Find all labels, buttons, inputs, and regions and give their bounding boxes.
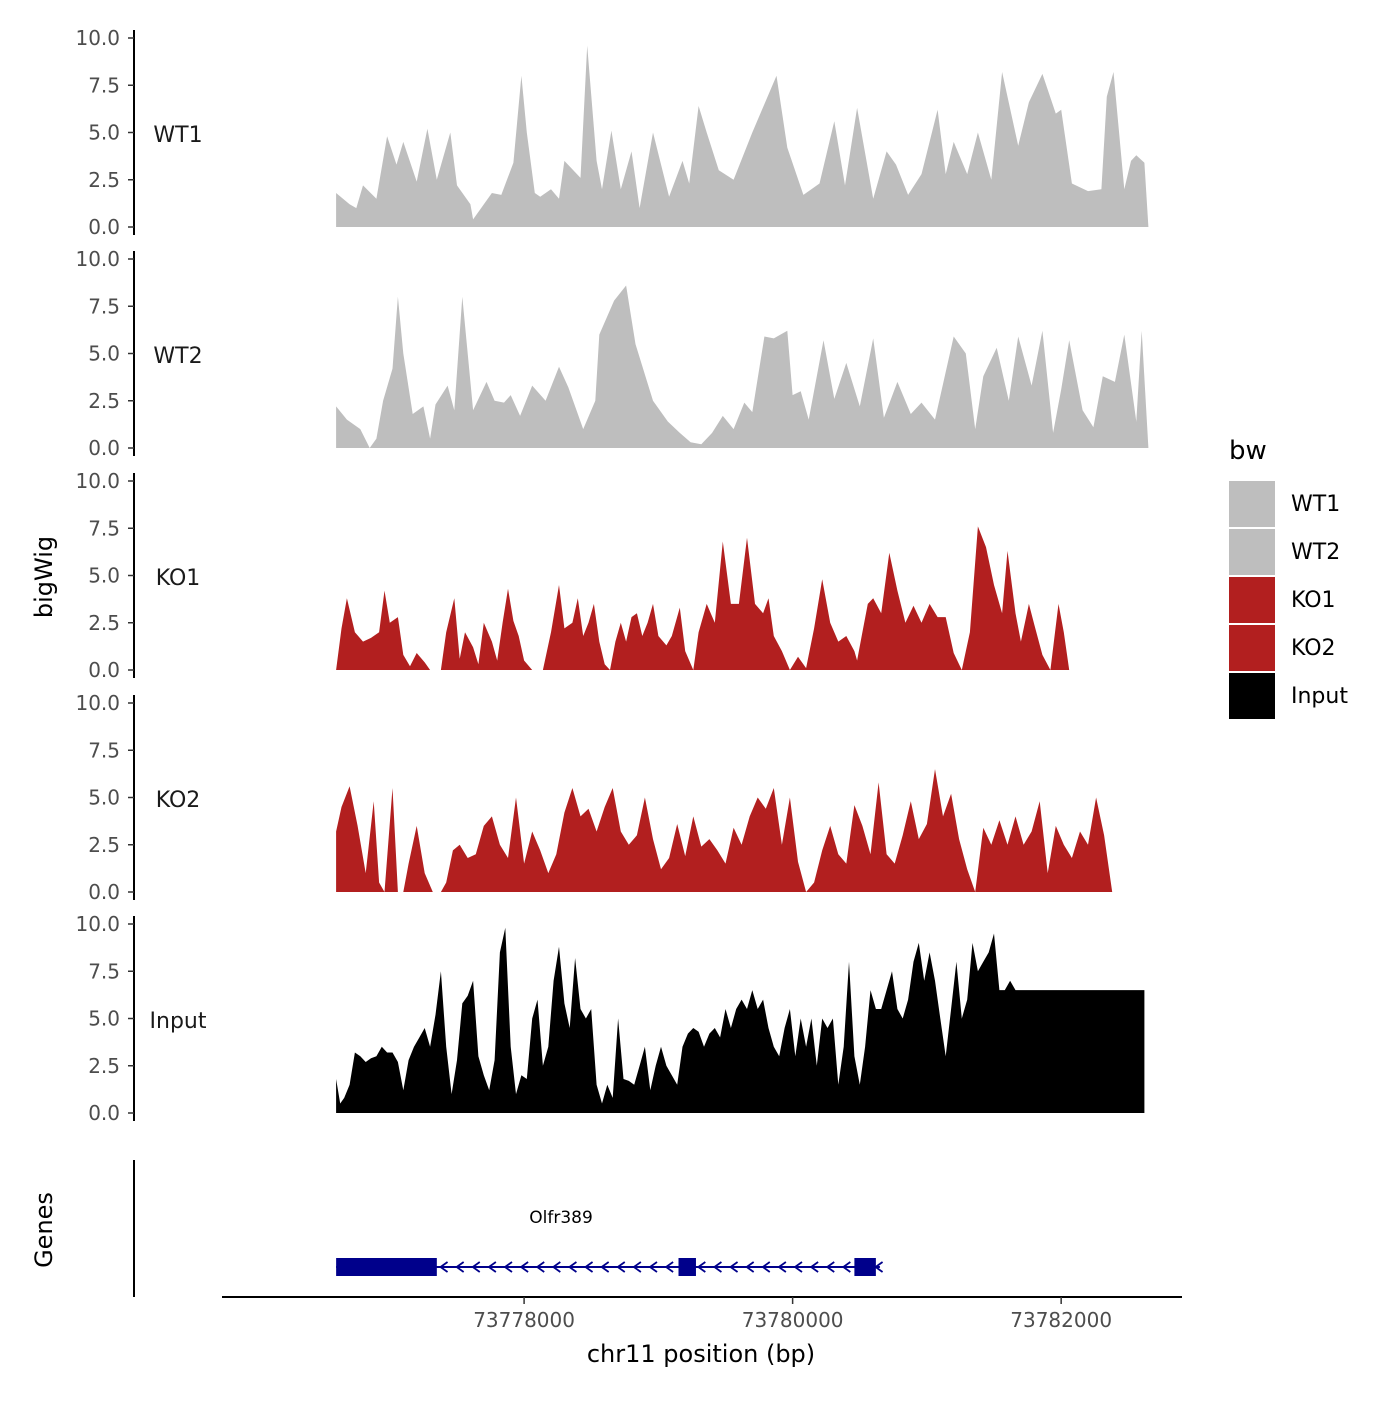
y-tick-label: 7.5	[88, 294, 120, 318]
y-tick-label: 2.5	[88, 389, 120, 413]
strand-arrow	[616, 1261, 626, 1273]
strand-arrow	[809, 1261, 819, 1273]
coverage-area-ko1	[336, 526, 1150, 670]
strand-arrow	[551, 1261, 561, 1273]
y-tick-label: 5.0	[88, 1007, 120, 1031]
y-tick-label: 5.0	[88, 564, 120, 588]
strand-arrow	[841, 1261, 851, 1273]
y-axis-title: bigWig	[30, 536, 58, 618]
track-label-wt2: WT2	[153, 344, 202, 369]
track-label-wt1: WT1	[153, 123, 202, 148]
strand-arrow	[729, 1261, 739, 1273]
y-tick-label: 0.0	[88, 436, 120, 460]
legend-swatch-wt2	[1229, 529, 1275, 575]
strand-arrow	[438, 1261, 449, 1273]
strand-arrow	[600, 1261, 610, 1273]
track-label-ko1: KO1	[156, 566, 201, 591]
y-tick-label: 7.5	[88, 516, 120, 540]
strand-arrow	[503, 1261, 513, 1273]
track-label-input: Input	[150, 1009, 207, 1034]
strand-arrow	[696, 1261, 706, 1273]
coverage-area-wt1	[336, 45, 1149, 227]
strand-arrow	[745, 1261, 755, 1273]
strand-arrow	[712, 1261, 722, 1273]
strand-arrow	[455, 1261, 465, 1273]
coverage-area-input	[336, 927, 1145, 1113]
coverage-area-ko2	[336, 769, 1150, 892]
x-ticks: 73778000 73780000 73782000	[473, 1297, 1112, 1332]
y-tick-label: 0.0	[88, 1101, 120, 1125]
legend: bw WT1 WT2 KO1 KO2 Input	[1229, 436, 1348, 719]
gene-model	[336, 1258, 884, 1276]
y-tick-label: 5.0	[88, 342, 120, 366]
x-tick-label: 73782000	[1010, 1308, 1112, 1332]
strand-arrow	[535, 1261, 545, 1273]
strand-arrow	[777, 1261, 787, 1273]
gene-exon	[854, 1258, 876, 1276]
legend-swatch-wt1	[1229, 481, 1275, 527]
gene-name-label: Olfr389	[529, 1208, 593, 1228]
x-axis-title: chr11 position (bp)	[587, 1340, 815, 1368]
y-tick-label: 7.5	[88, 738, 120, 762]
y-tick-label: 5.0	[88, 786, 120, 810]
y-tick-label: 10.0	[75, 469, 120, 493]
y-tick-label: 2.5	[88, 611, 120, 635]
y-tick-label: 7.5	[88, 959, 120, 983]
strand-arrow	[761, 1261, 771, 1273]
strand-arrow	[519, 1261, 529, 1273]
legend-title: bw	[1229, 436, 1267, 466]
y-tick-label: 10.0	[75, 912, 120, 936]
legend-swatch-ko1	[1229, 577, 1275, 623]
strand-arrow	[583, 1261, 594, 1273]
legend-swatch-ko2	[1229, 625, 1275, 671]
legend-label-ko1: KO1	[1291, 588, 1336, 613]
strand-arrow	[825, 1261, 835, 1273]
legend-label-wt2: WT2	[1291, 540, 1340, 565]
coverage-area-wt2	[336, 285, 1149, 448]
strand-arrow	[664, 1261, 674, 1273]
track-panels: 0.02.55.07.510.0WT10.02.55.07.510.0WT20.…	[75, 26, 1150, 1125]
y-tick-label: 10.0	[75, 247, 120, 271]
track-panel-ko2: 0.0 2.5 5.0 7.5 10.0 KO2	[75, 691, 1150, 904]
y-tick-label: 2.5	[88, 833, 120, 857]
gene-panel: Genes Olfr389	[30, 1160, 884, 1297]
strand-arrow	[567, 1261, 577, 1273]
y-tick-label: 5.0	[88, 121, 120, 145]
y-tick-label: 2.5	[88, 1054, 120, 1078]
strand-arrow	[793, 1261, 803, 1273]
strand-arrow	[471, 1261, 481, 1273]
genes-axis-title: Genes	[30, 1192, 58, 1268]
strand-arrow	[487, 1261, 497, 1273]
strand-arrow	[632, 1261, 642, 1273]
track-panel-ko1: 0.0 2.5 5.0 7.5 10.0 KO1	[75, 469, 1150, 682]
track-panel-wt2: 0.0 2.5 5.0 7.5 10.0 WT2	[75, 247, 1149, 460]
y-tick-label: 10.0	[75, 26, 120, 50]
legend-label-input: Input	[1291, 684, 1348, 709]
x-axis: 73778000 73780000 73782000 chr11 position …	[222, 1296, 1182, 1368]
legend-label-ko2: KO2	[1291, 636, 1336, 661]
track-label-ko2: KO2	[156, 788, 201, 813]
y-tick-label: 10.0	[75, 691, 120, 715]
y-tick-label: 2.5	[88, 168, 120, 192]
gene-exon	[678, 1258, 696, 1276]
track-panel-input: 0.0 2.5 5.0 7.5 10.0 Input	[75, 912, 1145, 1125]
x-tick-label: 73778000	[473, 1308, 575, 1332]
x-tick-label: 73780000	[742, 1308, 844, 1332]
strand-arrow	[648, 1261, 658, 1273]
gene-exon	[336, 1258, 437, 1276]
y-tick-label: 0.0	[88, 880, 120, 904]
y-tick-label: 7.5	[88, 73, 120, 97]
track-panel-wt1: 0.0 2.5 5.0 7.5 10.0 WT1	[75, 26, 1149, 239]
y-tick-label: 0.0	[88, 215, 120, 239]
y-tick-label: 0.0	[88, 658, 120, 682]
legend-swatch-input	[1229, 673, 1275, 719]
legend-label-wt1: WT1	[1291, 492, 1340, 517]
